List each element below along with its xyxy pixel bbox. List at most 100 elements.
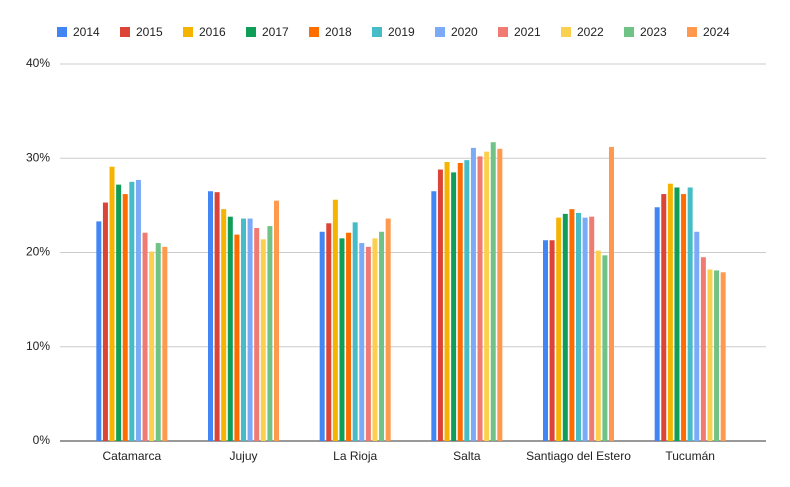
bar [254,227,260,441]
bar [332,199,338,441]
bar [241,218,246,441]
legend-label: 2017 [262,25,289,39]
bar [109,166,115,442]
bar [562,213,568,441]
bar [609,146,614,441]
legend-label: 2024 [703,25,730,39]
bar [142,232,148,441]
bar [720,272,726,441]
bar [602,255,608,441]
bar [470,147,476,441]
bar [687,187,693,441]
legend-label: 2014 [73,25,100,39]
legend-swatch [120,27,130,37]
bar [385,218,391,441]
legend-label: 2021 [514,25,541,39]
bar [437,169,443,441]
bar [549,240,555,441]
bar [129,181,135,441]
legend-label: 2019 [388,25,415,39]
bar [497,148,503,441]
bar [274,200,279,441]
y-tick-label: 10% [26,339,50,353]
bar [694,231,700,441]
bar [582,217,588,441]
legend-swatch [309,27,319,37]
bar [464,160,470,441]
bar [477,156,483,442]
y-tick-label: 0% [33,433,51,447]
bar [102,202,108,441]
bar [556,217,562,441]
legend-swatch [561,27,571,37]
bar [162,246,168,441]
bar [714,270,720,441]
bar [326,223,332,441]
bar [346,232,352,441]
bar [227,216,233,441]
bar [352,222,358,441]
legend-label: 2016 [199,25,226,39]
x-tick-label: Jujuy [229,449,257,463]
bar [135,179,141,442]
bar [247,218,253,441]
bar [674,187,680,441]
bar [543,240,548,441]
legend-swatch [183,27,193,37]
bar [700,257,706,441]
legend-swatch [246,27,256,37]
legend-label: 2023 [640,25,667,39]
bar [667,183,673,441]
bar [681,194,687,441]
bar [444,162,450,441]
legend-swatch [498,27,508,37]
y-tick-label: 20% [26,245,50,259]
bar [234,234,240,441]
bar [267,226,273,441]
bar [372,238,378,441]
legend-label: 2020 [451,25,478,39]
legend-swatch [57,27,67,37]
bar [96,221,102,441]
y-tick-label: 30% [26,150,50,164]
bar [569,209,575,441]
y-tick-label: 40% [26,56,50,70]
bar [122,194,128,441]
x-tick-label: Santiago del Estero [526,449,631,463]
bar [214,192,220,441]
bar [149,251,155,441]
bar [339,238,345,441]
bar [155,243,161,441]
bar [365,246,371,441]
bar [661,194,667,441]
bar [576,212,581,441]
legend-swatch [435,27,445,37]
legend-label: 2018 [325,25,352,39]
bar [707,269,713,441]
bar [221,209,227,441]
x-tick-label: Tucumán [665,449,715,463]
bar [379,231,385,441]
bar [116,184,122,441]
bar [457,162,463,441]
bar [359,243,365,441]
x-tick-label: Salta [453,449,481,463]
bar [451,172,457,441]
legend-swatch [624,27,634,37]
bar [208,191,213,441]
bar [319,231,325,441]
bar [589,216,595,441]
legend-swatch [372,27,382,37]
x-tick-label: Catamarca [102,449,161,463]
legend-swatch [687,27,697,37]
legend-label: 2015 [136,25,163,39]
bar [490,142,496,442]
bar [654,207,660,441]
bar [484,151,490,441]
bar [260,239,266,441]
x-tick-label: La Rioja [333,449,377,463]
bar [595,250,601,441]
legend-label: 2022 [577,25,604,39]
bar [431,191,437,441]
